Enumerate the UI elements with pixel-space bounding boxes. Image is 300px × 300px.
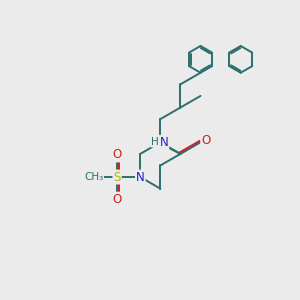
Text: N: N [136, 171, 145, 184]
Text: O: O [201, 134, 211, 147]
Text: N: N [160, 136, 168, 149]
Text: O: O [112, 193, 122, 206]
Text: S: S [113, 171, 121, 184]
Text: O: O [112, 148, 122, 161]
Text: CH₃: CH₃ [84, 172, 103, 182]
Text: H: H [152, 137, 159, 147]
